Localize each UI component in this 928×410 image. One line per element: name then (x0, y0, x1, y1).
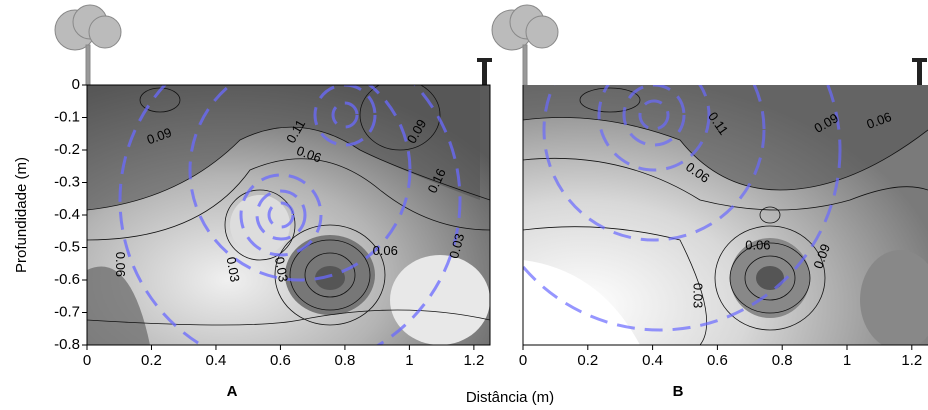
y-tick-label: -0.4 (54, 206, 80, 223)
x-tick-label: 0.6 (270, 352, 291, 369)
y-tick-label: -0.7 (54, 303, 80, 320)
y-tick-label: -0.2 (54, 141, 80, 158)
x-tick-label: 0.8 (772, 352, 793, 369)
y-tick-label: -0.1 (54, 108, 80, 125)
contour-label: 0.03 (691, 283, 706, 308)
x-tick-label: 0 (83, 352, 91, 369)
x-tick-label: 1 (843, 352, 851, 369)
contour-label: 0.03 (224, 256, 243, 284)
panel-label: A (227, 383, 238, 400)
x-tick-label: 0.4 (206, 352, 227, 369)
contour-field (87, 85, 490, 345)
y-tick-label: -0.6 (54, 271, 80, 288)
contour-label: 0.03 (272, 256, 291, 284)
sprinkler-icon (477, 58, 927, 85)
x-tick-label: 0.4 (642, 352, 663, 369)
y-axis-label: Profundidade (m) (13, 157, 30, 273)
tree-icon (54, 4, 559, 86)
contour-field (523, 85, 928, 345)
contour-label: 0.06 (745, 238, 770, 253)
panel-label: B (673, 383, 684, 400)
x-tick-label: 0.8 (334, 352, 355, 369)
x-tick-label: 1 (405, 352, 413, 369)
x-axis-label: Distância (m) (466, 389, 554, 406)
contour-label: 0.06 (373, 243, 398, 258)
x-tick-label: 1.2 (463, 352, 484, 369)
y-tick-label: -0.3 (54, 173, 80, 190)
y-tick-label: 0 (72, 76, 80, 93)
x-tick-label: 0.6 (707, 352, 728, 369)
x-tick-label: 1.2 (901, 352, 922, 369)
x-tick-label: 0.2 (577, 352, 598, 369)
x-tick-label: 0.2 (141, 352, 162, 369)
x-tick-label: 0 (519, 352, 527, 369)
contour-label: 0.03 (446, 232, 467, 260)
contour-label: 0.06 (113, 252, 128, 277)
y-tick-label: -0.5 (54, 238, 80, 255)
y-tick-label: -0.8 (54, 336, 80, 353)
